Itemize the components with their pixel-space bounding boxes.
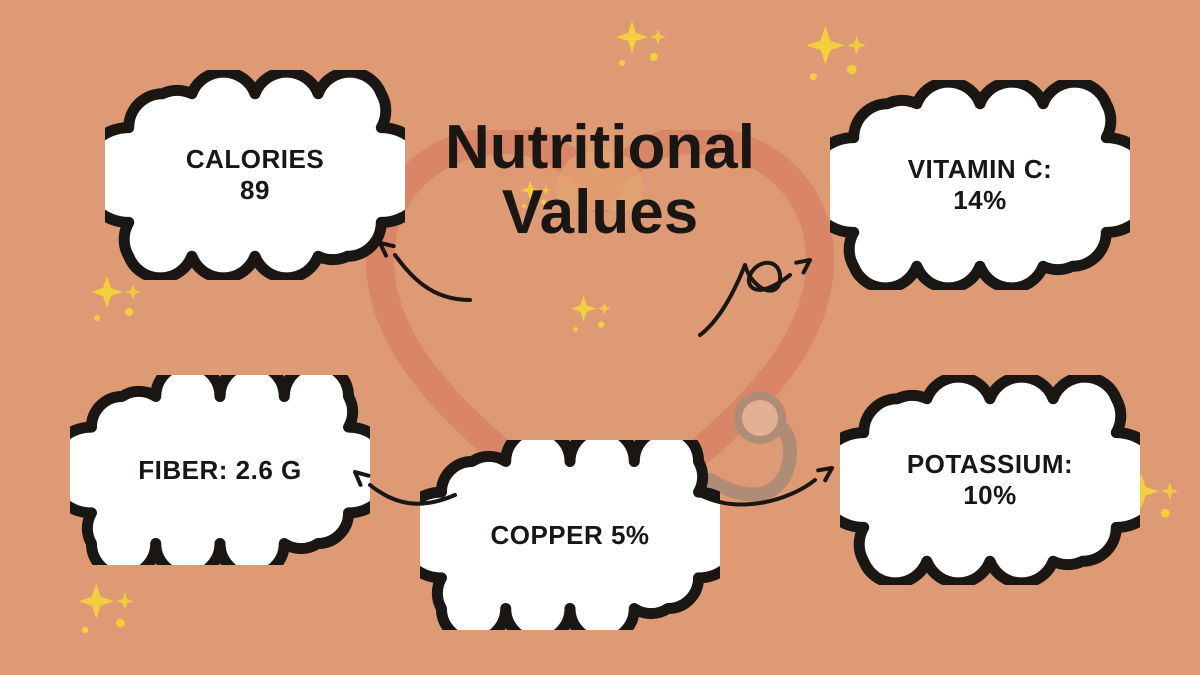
sparkle-icon [610, 15, 670, 80]
cloud-label-fiber: FIBER: 2.6 G [70, 375, 370, 565]
cloud-copper: COPPER 5% [420, 440, 720, 630]
sparkle-icon [72, 577, 138, 648]
page-title: Nutritional Values [340, 115, 860, 245]
cloud-label-potassium: POTASSIUM: 10% [840, 375, 1140, 585]
cloud-fiber: FIBER: 2.6 G [70, 375, 370, 565]
sparkle-icon [566, 291, 614, 344]
cloud-calories: CALORIES 89 [105, 70, 405, 280]
cloud-label-calories: CALORIES 89 [105, 70, 405, 280]
cloud-label-vitaminc: VITAMIN C: 14% [830, 80, 1130, 290]
cloud-vitaminc: VITAMIN C: 14% [830, 80, 1130, 290]
cloud-label-copper: COPPER 5% [420, 440, 720, 630]
cloud-potassium: POTASSIUM: 10% [840, 375, 1140, 585]
